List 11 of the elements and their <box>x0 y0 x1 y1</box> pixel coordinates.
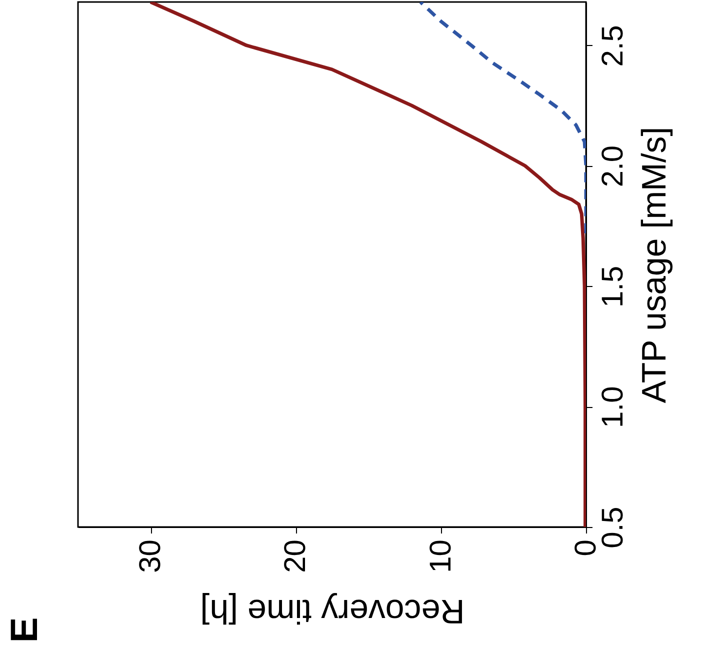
text: E <box>4 617 46 643</box>
y-axis-title: ATP usage [mM/s] <box>636 126 674 404</box>
x-axis-title: Recovery time [h] <box>200 592 465 630</box>
y-tick-label: 2.0 <box>596 145 630 188</box>
y-tick-label: 1.5 <box>596 266 630 308</box>
y-tick-label: 1.0 <box>596 386 630 428</box>
x-tick-label: 20 <box>279 540 312 573</box>
y-tick-label: 2.5 <box>596 24 630 67</box>
line-series <box>418 2 586 235</box>
x-tick-label: 10 <box>424 540 458 573</box>
x-tick-label: 30 <box>134 540 168 573</box>
